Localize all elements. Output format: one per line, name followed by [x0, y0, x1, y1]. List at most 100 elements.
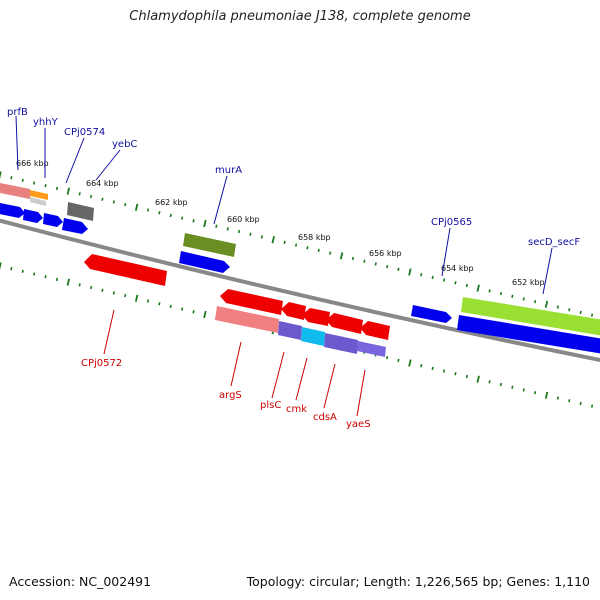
ruler-upper-tick — [101, 197, 104, 201]
genome-summary-text: Topology: circular; Length: 1,226,565 bp… — [246, 574, 590, 589]
tick-label-658: 658 kbp — [298, 233, 331, 242]
gene-label-CPj0574: CPj0574 — [64, 127, 105, 138]
ruler-upper-tick — [260, 235, 263, 239]
ruler-upper-tick — [397, 267, 400, 271]
gene-label-yaeS: yaeS — [346, 419, 371, 430]
ruler-upper-tick — [158, 211, 161, 215]
ruler-lower-tick — [534, 391, 537, 395]
ruler-upper-tick — [78, 192, 81, 196]
cds-arrow-argS-top — [220, 289, 283, 315]
ruler-upper-tick — [33, 181, 36, 185]
ruler-upper-tick — [181, 216, 184, 220]
ruler-upper — [0, 171, 594, 317]
ruler-lower-tick — [568, 399, 571, 403]
ruler-lower-tick — [488, 380, 491, 384]
leader-prfB — [15, 115, 19, 171]
ruler-upper-tick — [146, 208, 150, 212]
ruler-lower-tick — [169, 304, 172, 309]
cds-arrow-murA — [179, 251, 230, 273]
ruler-lower-tick — [590, 404, 594, 408]
ruler-upper-tick — [590, 313, 594, 317]
forward-features — [0, 183, 600, 354]
ruler-upper-tick — [499, 291, 503, 296]
cds-arrow-plsC-top — [281, 302, 306, 320]
ruler-lower-tick — [397, 358, 400, 362]
ruler-upper-tick — [408, 268, 412, 276]
feature-bar-yaeS — [357, 341, 386, 357]
ruler-lower-tick — [33, 272, 36, 276]
gene-label-CPj0572: CPj0572 — [81, 358, 122, 369]
leader-yaeS — [356, 369, 366, 417]
ruler-upper-tick — [420, 273, 423, 277]
ruler-upper-tick — [192, 219, 195, 223]
ruler-upper-tick — [534, 300, 537, 304]
leader-CPj0574 — [65, 137, 85, 184]
tick-label-664: 664 kbp — [86, 179, 119, 188]
ruler-lower-tick — [101, 288, 104, 292]
ruler-upper-tick — [374, 262, 377, 266]
ruler-lower-tick — [579, 401, 582, 406]
ruler-upper-tick — [511, 294, 514, 298]
ruler-upper-tick — [339, 252, 344, 260]
ruler-upper-tick — [579, 310, 582, 315]
cds-arrow-cmk-top — [302, 308, 330, 326]
ruler-lower-tick — [0, 262, 2, 270]
ruler-lower-tick — [386, 356, 389, 360]
gene-label-CPj0565: CPj0565 — [431, 217, 472, 228]
feature-bar-murA — [183, 233, 236, 257]
tick-label-656: 656 kbp — [369, 249, 402, 258]
ruler-upper-tick — [442, 278, 446, 282]
ruler-upper-tick — [21, 178, 24, 182]
gene-label-murA: murA — [215, 165, 242, 176]
ruler-upper-tick — [237, 229, 241, 234]
reverse-leaders — [103, 309, 366, 417]
ruler-upper-tick — [454, 281, 457, 285]
forward-leaders — [15, 115, 553, 295]
leader-yebC — [95, 149, 121, 181]
ruler-lower-tick — [124, 294, 127, 298]
feature-bar-argS — [215, 306, 279, 333]
feature-bar-prfB — [0, 183, 30, 199]
gene-label-yebC: yebC — [112, 139, 137, 150]
ruler-upper-tick — [488, 289, 491, 293]
ruler-upper-tick — [124, 203, 127, 207]
ruler-upper-tick — [568, 308, 571, 312]
feature-bar-yhhY-shadow — [30, 197, 46, 206]
ruler-lower-tick — [442, 369, 446, 373]
leader-plsC — [271, 351, 285, 399]
cds-arrow-4 — [62, 218, 88, 234]
cds-arrow-secD_secF — [457, 315, 600, 354]
ruler-lower-tick — [454, 372, 457, 376]
ruler-upper-tick — [556, 305, 559, 309]
ruler-upper-tick — [249, 232, 252, 236]
ruler-upper-tick — [89, 194, 93, 199]
ruler-lower-tick — [10, 267, 13, 271]
ruler-lower-tick — [66, 278, 70, 286]
ruler-upper-tick — [66, 187, 70, 195]
feature-box-CPj0574 — [67, 202, 94, 221]
genome-backbone — [0, 218, 600, 363]
leader-CPj0572 — [103, 309, 115, 355]
ruler-upper-tick — [294, 243, 298, 247]
ruler-upper-tick — [317, 248, 320, 253]
ruler-upper-tick — [203, 219, 207, 228]
ruler-lower-tick — [465, 374, 468, 379]
ruler-upper-tick — [10, 176, 13, 180]
gene-label-plsC: plsC — [260, 400, 281, 411]
ruler-lower-tick — [21, 269, 24, 273]
feature-bar-cmk — [301, 327, 325, 346]
leader-CPj0565 — [441, 227, 451, 277]
ruler-lower-tick — [203, 310, 207, 319]
ruler-upper-tick — [476, 284, 480, 292]
cds-arrow-yaeS-top — [360, 321, 390, 340]
leader-argS — [230, 341, 242, 387]
ruler-lower-tick — [192, 310, 195, 314]
ruler-upper-tick — [134, 203, 139, 211]
cds-arrow-CPj0565 — [411, 305, 452, 323]
gene-label-cdsA: cdsA — [313, 412, 337, 423]
ruler-lower-tick — [78, 283, 81, 287]
ruler-upper-tick — [44, 184, 47, 188]
figure-title: Chlamydophila pneumoniae J138, complete … — [129, 9, 471, 24]
